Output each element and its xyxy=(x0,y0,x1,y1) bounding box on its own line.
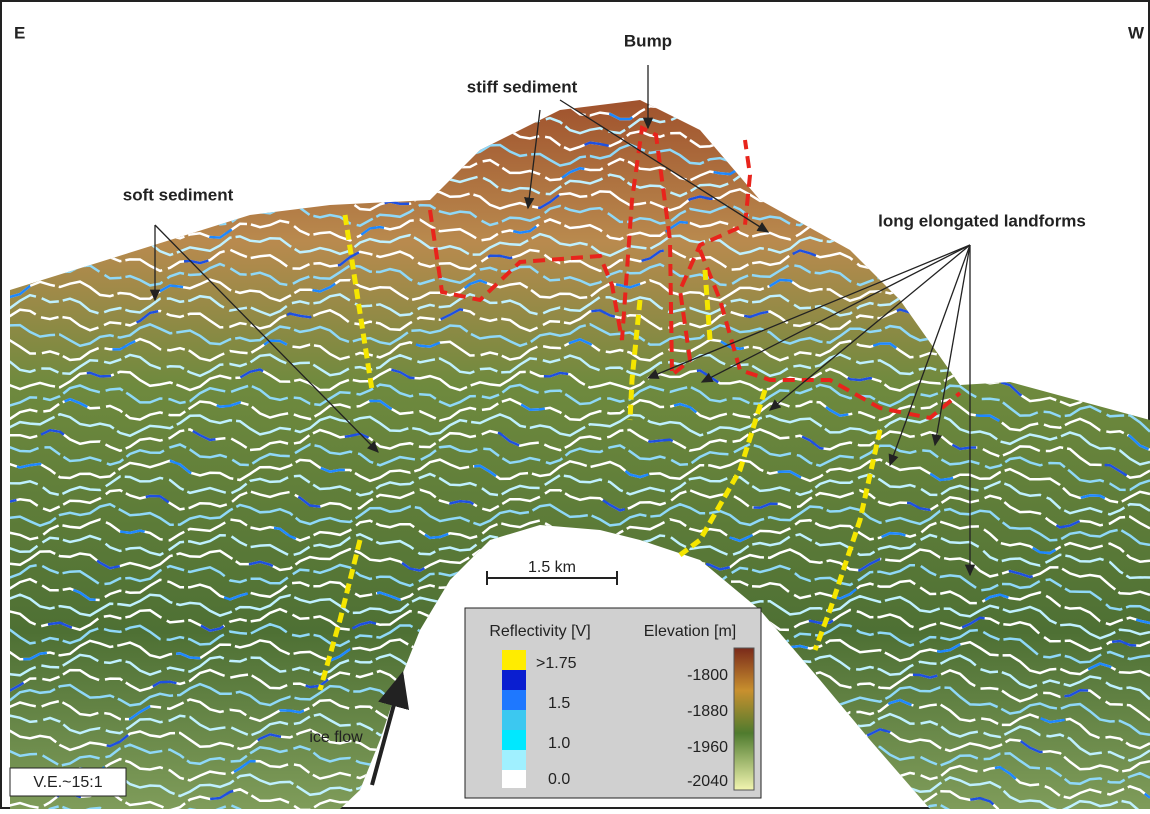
scale-bar xyxy=(486,571,618,585)
boundary xyxy=(428,124,962,421)
elevation-bar xyxy=(733,647,755,791)
terrain xyxy=(10,100,1150,809)
reflectivity-label: 1.0 xyxy=(548,735,570,752)
radar-line xyxy=(10,442,1150,492)
annotation-arrows xyxy=(149,65,976,577)
radar-line xyxy=(10,638,1150,677)
radar-line xyxy=(10,412,1150,466)
radar-line xyxy=(10,472,1150,516)
east-label: E xyxy=(14,23,25,42)
radar-line xyxy=(10,488,1150,530)
scale-label: 1.5 km xyxy=(528,559,576,576)
reflectivity-label: 1.5 xyxy=(548,695,570,712)
soft-label: soft sediment xyxy=(123,185,234,204)
landforms-label: long elongated landforms xyxy=(878,211,1086,230)
reflectivity-label: >1.75 xyxy=(536,655,577,672)
ice-flow-arrow xyxy=(370,671,410,786)
elevation-title: Elevation [m] xyxy=(644,623,736,640)
reflectivity-bar xyxy=(502,650,526,788)
radar-line xyxy=(10,458,1150,504)
ve-box xyxy=(9,767,127,797)
stiff-label: stiff sediment xyxy=(467,77,578,96)
radar-line xyxy=(10,427,1150,480)
radar-line xyxy=(10,157,1150,209)
elevation-label: -1960 xyxy=(687,739,728,756)
radar-line xyxy=(10,397,1150,452)
bump-label: Bump xyxy=(624,31,672,50)
west-label: W xyxy=(1128,23,1145,42)
high-reflectivity xyxy=(317,214,883,691)
radar-line xyxy=(10,337,1150,383)
elevation-label: -1800 xyxy=(687,667,728,684)
radar-line xyxy=(10,502,1150,547)
elevation-label: -1880 xyxy=(687,703,728,720)
ice-flow-label: ice flow xyxy=(309,729,363,746)
ve-label: V.E.~15:1 xyxy=(33,774,102,791)
elevation-label: -2040 xyxy=(687,773,728,790)
radar-line xyxy=(10,383,1150,433)
reflectivity-label: 0.0 xyxy=(548,771,570,788)
reflectivity-title: Reflectivity [V] xyxy=(489,623,590,640)
scale-bg xyxy=(486,560,616,590)
